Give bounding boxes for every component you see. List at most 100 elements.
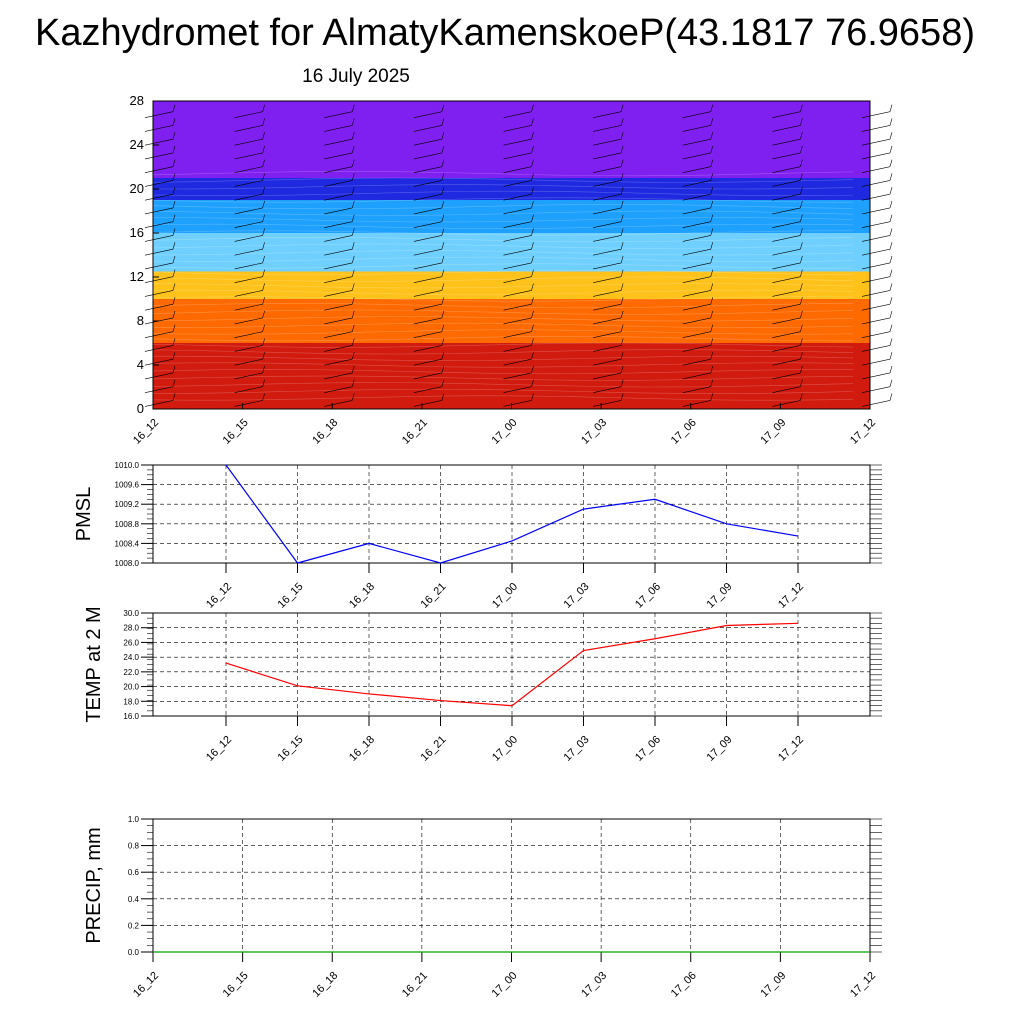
- wind-barb: [861, 393, 893, 407]
- contour-line: [152, 329, 854, 335]
- wind-barb: [861, 269, 893, 283]
- wind-barb: [234, 228, 265, 242]
- wind-barb: [772, 255, 803, 270]
- wind-barb: [144, 352, 176, 366]
- y-tick-label: 1009.6: [115, 481, 140, 490]
- wind-barb: [413, 379, 445, 393]
- x-tick-label: 16_21: [400, 970, 430, 1000]
- contour-line: [152, 349, 854, 355]
- wind-barb: [503, 283, 534, 297]
- wind-barb: [144, 145, 176, 160]
- wind-barb: [324, 269, 355, 283]
- wind-barb: [503, 242, 534, 256]
- wind-barb: [413, 173, 445, 187]
- wind-barb: [234, 310, 265, 325]
- wind-barb: [234, 132, 265, 146]
- contour-line: [152, 184, 854, 190]
- contour-line: [152, 237, 854, 243]
- wind-barb: [682, 338, 714, 352]
- wind-barb: [772, 242, 803, 256]
- y-tick-label: 12: [130, 269, 144, 284]
- x-tick-label: 17_00: [490, 417, 520, 447]
- wind-barb: [144, 118, 176, 132]
- wind-barb: [861, 159, 893, 173]
- wind-barb: [593, 324, 624, 338]
- y-axis-label: PMSL: [73, 487, 95, 541]
- wind-barb: [234, 324, 265, 338]
- x-tick-label: 17_00: [490, 581, 520, 611]
- wind-barb: [861, 145, 893, 160]
- x-tick-label: 17_06: [669, 417, 699, 447]
- contour-line: [152, 250, 854, 256]
- contour-line: [152, 243, 854, 249]
- temp-panel: 16.0 18.0 20.0 22.0 24.0 26.0 28.0 30.0 16_12 16_…: [83, 606, 882, 764]
- wind-barb: [861, 352, 893, 366]
- contour-line: [152, 355, 854, 361]
- wind-barb: [861, 242, 893, 256]
- wind-barb: [682, 132, 714, 146]
- wind-barb: [324, 283, 355, 297]
- contour-line: [152, 342, 854, 348]
- wind-barb: [234, 145, 265, 160]
- wind-barb: [861, 214, 893, 228]
- x-tick-label: 17_09: [705, 581, 735, 611]
- wind-barb: [682, 324, 714, 338]
- wind-barb: [324, 352, 355, 366]
- wind-barb: [234, 393, 265, 407]
- x-tick-label: 17_03: [562, 581, 592, 611]
- wind-barb: [324, 338, 355, 352]
- wind-barb: [593, 173, 624, 187]
- y-tick-label: 24: [130, 137, 144, 152]
- wind-barb: [324, 132, 355, 146]
- x-tick-label: 16_18: [310, 417, 340, 447]
- wind-barb: [144, 132, 176, 146]
- wind-barb: [861, 132, 893, 146]
- x-tick-label: 17_12: [776, 734, 806, 764]
- wind-barb: [144, 173, 176, 187]
- wind-barb: [593, 145, 624, 160]
- wind-barb: [593, 379, 624, 393]
- wind-barb: [682, 187, 714, 201]
- wind-barb: [503, 310, 534, 325]
- wind-barb: [324, 104, 355, 118]
- wind-barb: [234, 173, 265, 187]
- contour-line: [152, 204, 854, 210]
- wind-barb: [861, 228, 893, 242]
- wind-barb: [234, 255, 265, 270]
- wind-barb: [503, 228, 534, 242]
- wind-barb: [144, 393, 176, 407]
- wind-barb: [413, 104, 445, 118]
- wind-barb: [144, 187, 176, 201]
- wind-barb: [144, 255, 176, 270]
- wind-barb: [772, 310, 803, 325]
- wind-barb: [144, 228, 176, 242]
- y-tick-label: 24.0: [123, 653, 139, 662]
- y-tick-label: 16.0: [123, 712, 139, 721]
- wind-barb: [772, 324, 803, 338]
- y-tick-label: 1009.2: [115, 500, 140, 509]
- wind-barb: [593, 132, 624, 146]
- wind-barb: [682, 228, 714, 242]
- wind-barb: [324, 200, 355, 215]
- wind-barb: [144, 365, 176, 380]
- wind-barb: [861, 255, 893, 270]
- plot-frame: [152, 464, 871, 564]
- contour-line: [152, 263, 854, 269]
- y-tick-label: 22.0: [123, 668, 139, 677]
- wind-barb: [503, 324, 534, 338]
- wind-barb: [682, 310, 714, 325]
- wind-barb: [772, 297, 803, 311]
- wind-barb: [593, 338, 624, 352]
- wind-barb: [772, 283, 803, 297]
- x-tick-label: 16_18: [347, 734, 377, 764]
- x-tick-label: 17_09: [705, 734, 735, 764]
- wind-barb: [144, 159, 176, 173]
- wind-barb: [324, 393, 355, 407]
- y-tick-label: 30.0: [123, 609, 139, 618]
- x-tick-label: 16_12: [204, 734, 234, 764]
- contour-line: [152, 382, 854, 388]
- x-tick-label: 16_21: [419, 734, 449, 764]
- x-tick-label: 17_12: [848, 970, 878, 1000]
- x-tick-label: 17_06: [669, 970, 699, 1000]
- wind-barb: [234, 283, 265, 297]
